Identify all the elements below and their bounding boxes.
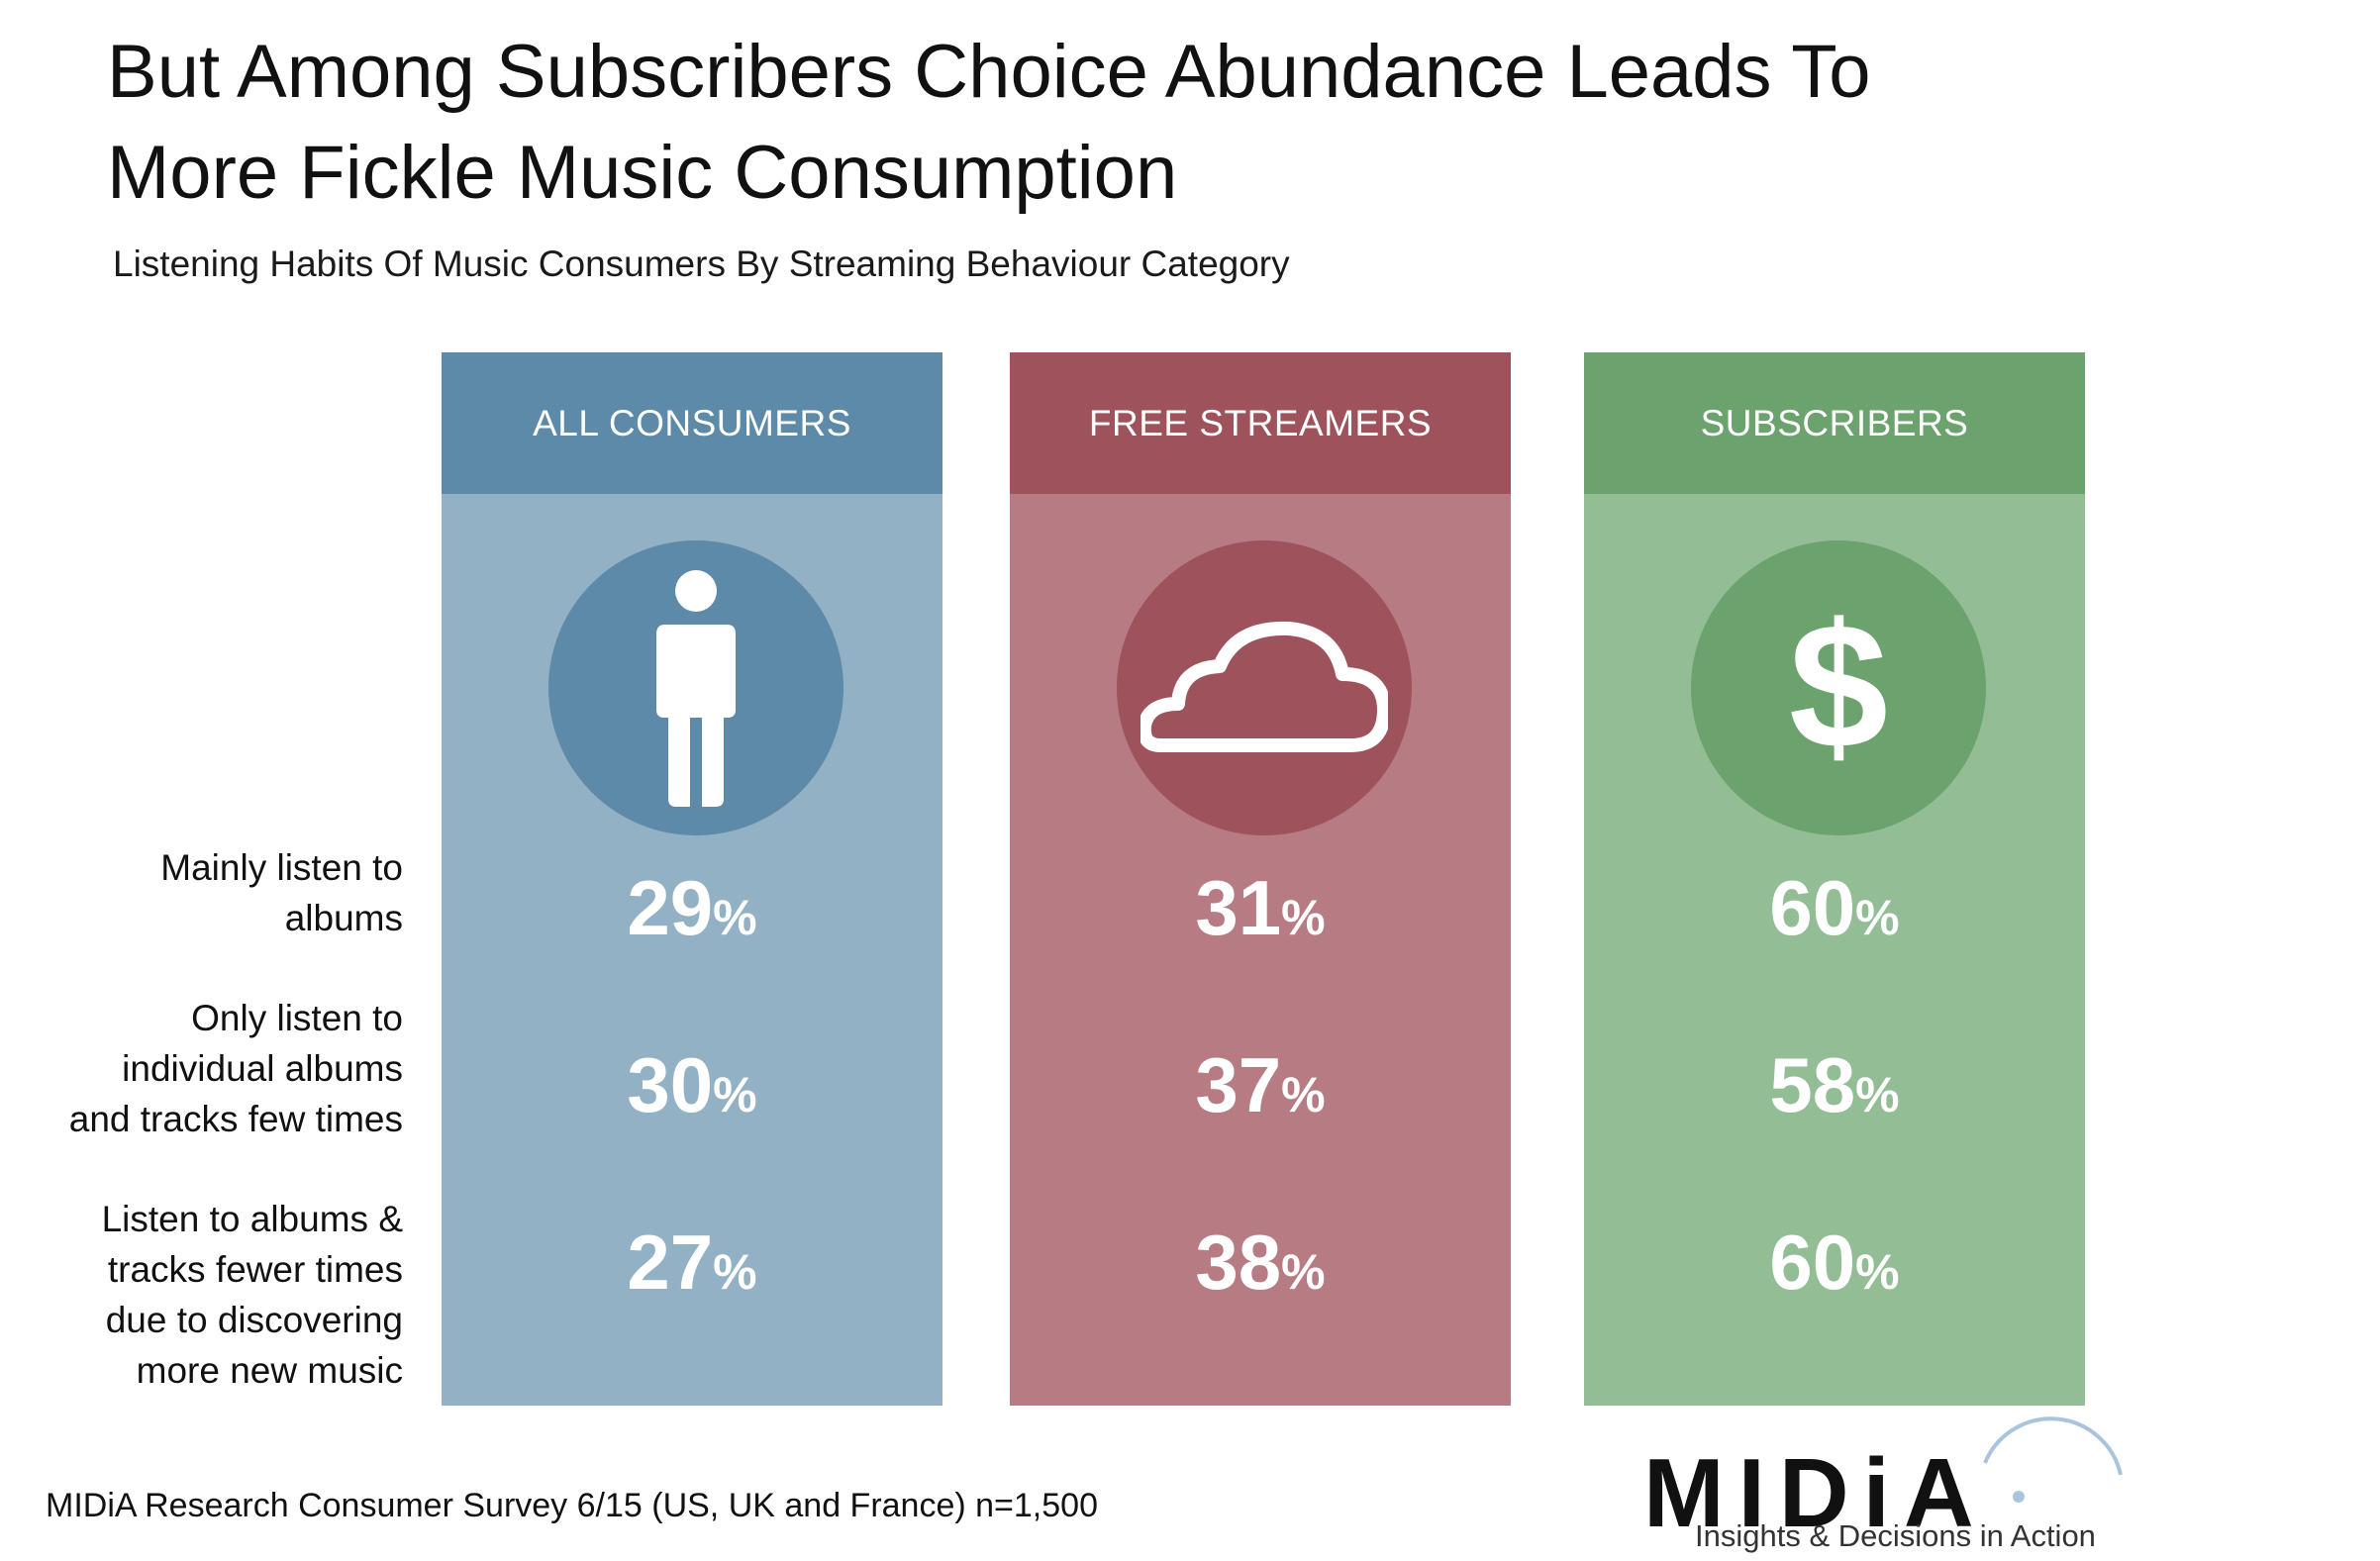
chart-title: But Among Subscribers Choice Abundance L… [107,22,2087,224]
percent-sign: % [1281,1244,1326,1300]
percent-sign: % [713,1244,757,1300]
row-label: Mainly listen to albums [160,842,403,943]
panel-free-streamers: FREE STREAMERS 31% 37% 38% [1010,352,1511,1406]
source-note: MIDiA Research Consumer Survey 6/15 (US,… [46,1487,1098,1524]
logo-tagline: Insights & Decisions in Action [1695,1518,2096,1553]
value-label: 27% [442,1218,942,1317]
percent-sign: % [1855,1244,1900,1300]
value-number: 29 [627,864,714,951]
value-number: 31 [1195,864,1282,951]
value-label: 30% [442,1040,942,1139]
percent-sign: % [1855,890,1900,945]
person-icon [656,570,736,807]
panel-header: ALL CONSUMERS [442,352,942,494]
icon-circle [1117,540,1412,835]
value-label: 60% [1584,863,2085,962]
value-number: 37 [1195,1041,1282,1128]
title-line-1: But Among Subscribers Choice Abundance L… [107,30,1871,114]
percent-sign: % [713,1067,757,1122]
dollar-glyph: $ [1789,589,1888,786]
icon-circle [548,540,843,835]
row-label-line: albums [284,898,403,938]
percent-sign: % [1281,890,1326,945]
row-label-line: due to discovering [105,1300,403,1340]
row-label-line: and tracks few times [68,1099,403,1139]
value-number: 60 [1769,864,1856,951]
title-line-2: More Fickle Music Consumption [107,131,1178,215]
value-label: 29% [442,863,942,962]
row-label-line: Only listen to [191,998,403,1038]
value-label: 31% [1010,863,1511,962]
row-label-line: tracks fewer times [107,1249,403,1290]
panel-all-consumers: ALL CONSUMERS 29% 30% 27% [442,352,942,1406]
row-label-line: Mainly listen to [160,847,403,888]
row-label: Listen to albums & tracks fewer times due … [102,1194,403,1396]
midia-logo: MIDiA Insights & Decisions in Action [1643,1406,2138,1554]
value-number: 27 [627,1219,714,1306]
percent-sign: % [1855,1067,1900,1122]
logo-wordmark: MIDiA [1643,1438,1988,1547]
value-number: 38 [1195,1219,1282,1306]
row-label-line: individual albums [122,1048,403,1089]
logo-arc-icon [1983,1416,2123,1503]
value-number: 30 [627,1041,714,1128]
percent-sign: % [1281,1067,1326,1122]
dollar-icon: $ [1789,589,1888,786]
row-label-line: Listen to albums & [101,1199,403,1239]
percent-sign: % [713,890,757,945]
value-label: 37% [1010,1040,1511,1139]
value-label: 58% [1584,1040,2085,1139]
value-label: 38% [1010,1218,1511,1317]
panel-subscribers: SUBSCRIBERS $60% 58% 60% [1584,352,2085,1406]
panel-header: SUBSCRIBERS [1584,352,2085,494]
chart-subtitle: Listening Habits Of Music Consumers By S… [113,244,1290,284]
value-label: 60% [1584,1218,2085,1317]
value-number: 60 [1769,1219,1856,1306]
icon-circle: $ [1691,540,1986,835]
row-label: Only listen to individual albums and track… [69,993,403,1144]
cloud-icon [1140,621,1388,752]
value-number: 58 [1769,1041,1856,1128]
row-label-line: more new music [136,1350,403,1391]
panel-header: FREE STREAMERS [1010,352,1511,494]
